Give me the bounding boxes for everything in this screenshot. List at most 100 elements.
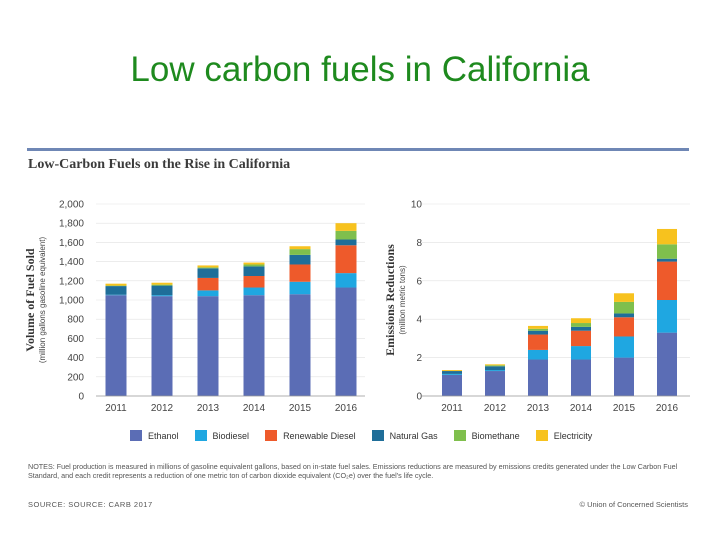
legend-swatch-electricity (535, 430, 548, 441)
bar-segment-natural-gas-2016 (335, 239, 357, 246)
figure-title: Low-Carbon Fuels on the Rise in Californ… (28, 157, 291, 172)
bar-segment-electricity-2011 (105, 283, 127, 286)
bar-segment-natural-gas-2011 (442, 371, 462, 374)
bar-segment-natural-gas-2012 (485, 366, 505, 371)
bar-segment-biomethane-2016 (657, 244, 677, 259)
bar-segment-electricity-2015 (289, 246, 311, 250)
bar-segment-natural-gas-2014 (571, 326, 591, 331)
bar-segment-biomethane-2016 (335, 230, 357, 240)
bar-segment-biodiesel-2015 (614, 336, 634, 358)
bar-segment-ethanol-2016 (657, 332, 677, 396)
y-tick-label: 6 (416, 276, 422, 287)
x-tick-label: 2011 (441, 403, 463, 414)
y-tick-label: 1,800 (59, 219, 84, 230)
bar-segment-electricity-2012 (151, 282, 173, 285)
figure-notes: NOTES: Fuel production is measured in mi… (28, 462, 678, 481)
bar-segment-electricity-2013 (528, 325, 548, 329)
bar-segment-renewable-diesel-2014 (243, 276, 265, 288)
bar-segment-natural-gas-2015 (289, 254, 311, 265)
y-tick-label: 1,200 (59, 276, 84, 287)
bar-segment-electricity-2016 (335, 223, 357, 231)
y-axis-subtitle: (million gallons gasoline equivalent) (38, 237, 47, 364)
bar-segment-natural-gas-2013 (197, 268, 219, 278)
x-tick-label: 2016 (656, 403, 679, 414)
legend-item-renewable-diesel: Renewable Diesel (265, 430, 356, 441)
bar-segment-biodiesel-2012 (485, 370, 505, 372)
figure-source: SOURCE: SOURCE: CARB 2017 (28, 500, 153, 509)
bar-segment-natural-gas-2012 (151, 285, 173, 296)
x-tick-label: 2015 (289, 403, 312, 414)
y-tick-label: 1,400 (59, 257, 84, 268)
bar-segment-ethanol-2016 (335, 287, 357, 396)
legend-item-ethanol: Ethanol (130, 430, 179, 441)
y-tick-label: 200 (67, 372, 84, 383)
figure-credit: © Union of Concerned Scientists (579, 500, 689, 509)
bar-segment-renewable-diesel-2014 (571, 330, 591, 347)
bar-segment-electricity-2014 (571, 318, 591, 324)
x-tick-label: 2014 (570, 403, 593, 414)
bar-segment-renewable-diesel-2015 (289, 264, 311, 282)
bar-segment-ethanol-2015 (614, 357, 634, 396)
bar-segment-ethanol-2013 (528, 359, 548, 396)
chart-legend: Ethanol Biodiesel Renewable Diesel Natural … (130, 430, 592, 441)
bar-segment-biodiesel-2013 (197, 290, 219, 297)
bar-segment-ethanol-2015 (289, 294, 311, 396)
bar-segment-renewable-diesel-2015 (614, 317, 634, 337)
y-tick-label: 8 (416, 238, 422, 249)
x-tick-label: 2013 (527, 403, 550, 414)
y-tick-label: 1,600 (59, 238, 84, 249)
y-axis-title: Volume of Fuel Sold (23, 248, 37, 352)
bar-segment-ethanol-2012 (151, 296, 173, 396)
y-tick-label: 2,000 (59, 200, 84, 211)
legend-swatch-natural-gas (371, 430, 384, 441)
bar-segment-natural-gas-2011 (105, 286, 127, 295)
y-tick-label: 0 (416, 392, 422, 403)
bar-segment-biodiesel-2016 (335, 273, 357, 288)
slide-title: Low carbon fuels in California (130, 50, 590, 89)
bar-segment-electricity-2016 (657, 228, 677, 245)
y-tick-label: 2 (416, 353, 422, 364)
y-tick-label: 400 (67, 353, 84, 364)
x-tick-label: 2012 (484, 403, 507, 414)
bar-segment-biomethane-2013 (197, 267, 219, 269)
x-tick-label: 2016 (335, 403, 358, 414)
legend-label-biodiesel: Biodiesel (212, 430, 250, 441)
bar-segment-biodiesel-2014 (571, 346, 591, 360)
x-tick-label: 2014 (243, 403, 266, 414)
bar-segment-biomethane-2013 (528, 328, 548, 331)
legend-label-biomethane: Biomethane (471, 430, 520, 441)
bar-segment-ethanol-2012 (485, 371, 505, 396)
bar-segment-electricity-2012 (485, 364, 505, 366)
x-tick-label: 2011 (105, 403, 127, 414)
bar-segment-electricity-2014 (243, 262, 265, 265)
bar-segment-biodiesel-2011 (442, 373, 462, 375)
bar-segment-ethanol-2014 (243, 295, 265, 396)
bar-segment-ethanol-2011 (442, 374, 462, 396)
x-tick-label: 2015 (613, 403, 636, 414)
y-tick-label: 4 (416, 315, 422, 326)
x-tick-label: 2012 (151, 403, 174, 414)
bar-segment-biomethane-2012 (485, 365, 505, 367)
y-tick-label: 600 (67, 334, 84, 345)
legend-label-renewable-diesel: Renewable Diesel (283, 430, 356, 441)
x-tick-label: 2013 (197, 403, 220, 414)
y-axis-title: Emissions Reductions (383, 244, 397, 356)
bar-segment-electricity-2013 (197, 265, 219, 268)
bar-segment-biodiesel-2016 (657, 300, 677, 333)
legend-item-biodiesel: Biodiesel (194, 430, 250, 441)
legend-swatch-renewable-diesel (265, 430, 278, 441)
bar-segment-biodiesel-2012 (151, 295, 173, 297)
y-tick-label: 1,000 (59, 296, 84, 307)
bar-segment-natural-gas-2013 (528, 330, 548, 335)
figure-divider (27, 148, 689, 151)
bar-segment-renewable-diesel-2016 (657, 261, 677, 300)
bar-segment-natural-gas-2015 (614, 313, 634, 318)
bar-segment-ethanol-2013 (197, 296, 219, 396)
bar-segment-biomethane-2015 (614, 301, 634, 314)
legend-item-natural-gas: Natural Gas (371, 430, 438, 441)
bar-segment-natural-gas-2016 (657, 258, 677, 262)
bar-segment-renewable-diesel-2013 (197, 277, 219, 291)
fuel-volume-chart: 0 200 400 600 800 1,000 1,200 1,400 1,600 1,800 2,… (23, 200, 365, 414)
bar-segment-biomethane-2014 (243, 264, 265, 267)
legend-label-electricity: Electricity (553, 430, 593, 441)
